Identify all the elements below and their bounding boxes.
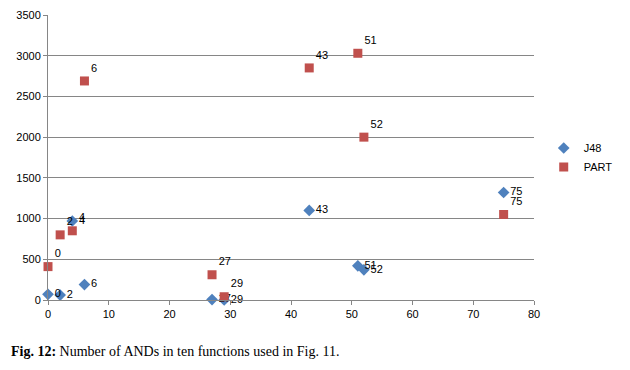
svg-text:51: 51	[364, 34, 376, 46]
svg-text:29: 29	[231, 293, 243, 305]
svg-text:2: 2	[67, 288, 73, 300]
svg-text:2: 2	[67, 215, 73, 227]
svg-text:70: 70	[467, 308, 479, 320]
svg-text:3500: 3500	[16, 9, 40, 21]
svg-text:27: 27	[219, 292, 231, 304]
svg-text:0: 0	[45, 308, 51, 320]
svg-text:75: 75	[510, 195, 522, 207]
svg-text:75: 75	[510, 185, 522, 197]
svg-text:29: 29	[231, 277, 243, 289]
svg-text:27: 27	[219, 255, 231, 267]
svg-text:500: 500	[22, 253, 40, 265]
svg-text:J48: J48	[584, 142, 602, 154]
svg-text:0: 0	[35, 294, 41, 306]
svg-text:2500: 2500	[16, 90, 40, 102]
svg-text:Fig. 12: Number of ANDs in ten: Fig. 12: Number of ANDs in ten functions…	[11, 344, 339, 359]
svg-text:40: 40	[285, 308, 297, 320]
svg-text:0: 0	[55, 247, 61, 259]
svg-text:4: 4	[79, 211, 85, 223]
svg-text:PART: PART	[584, 161, 613, 173]
svg-text:52: 52	[371, 118, 383, 130]
svg-text:0: 0	[55, 287, 61, 299]
svg-text:20: 20	[163, 308, 175, 320]
svg-text:1500: 1500	[16, 172, 40, 184]
svg-text:2000: 2000	[16, 131, 40, 143]
svg-text:10: 10	[103, 308, 115, 320]
svg-text:3000: 3000	[16, 50, 40, 62]
svg-text:6: 6	[91, 62, 97, 74]
svg-text:51: 51	[364, 259, 376, 271]
svg-text:1000: 1000	[16, 212, 40, 224]
svg-text:4: 4	[79, 214, 85, 226]
svg-text:30: 30	[224, 308, 236, 320]
svg-text:80: 80	[528, 308, 540, 320]
svg-text:43: 43	[316, 203, 328, 215]
svg-text:52: 52	[371, 263, 383, 275]
svg-text:43: 43	[316, 49, 328, 61]
svg-text:60: 60	[406, 308, 418, 320]
svg-text:6: 6	[91, 277, 97, 289]
svg-text:50: 50	[346, 308, 358, 320]
